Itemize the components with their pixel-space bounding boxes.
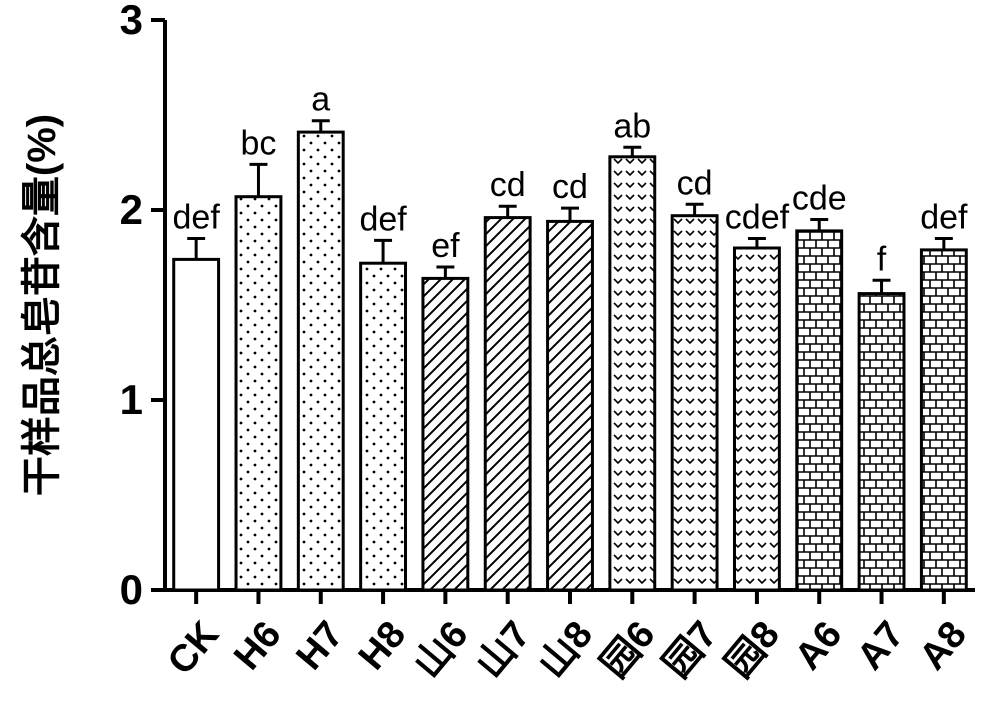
- significance-label: ef: [431, 227, 460, 265]
- bar: [921, 250, 966, 590]
- chart-container: 0 1 2 3 干样品总皂苷含量(%) def CK bc H6 a H7 def H8 ef 山6 cd 山7…: [0, 0, 1000, 708]
- bar: [797, 231, 842, 590]
- x-tick-label: H6: [226, 614, 289, 678]
- bar: [859, 294, 904, 590]
- bar: [548, 221, 593, 590]
- x-tick-label: A7: [849, 614, 912, 678]
- x-tick-label: 山6: [406, 614, 476, 686]
- x-tick-label: 园7: [656, 614, 726, 686]
- significance-label: cde: [792, 180, 847, 218]
- x-tick-label: 山7: [469, 614, 539, 686]
- significance-label: a: [311, 81, 330, 119]
- y-tick-label: 2: [120, 186, 143, 233]
- significance-label: def: [173, 199, 221, 237]
- y-tick-label: 0: [120, 566, 143, 613]
- significance-label: ab: [613, 107, 651, 145]
- bar: [174, 259, 219, 590]
- significance-label: cdef: [725, 199, 790, 237]
- x-tick-label: 园8: [718, 614, 788, 686]
- significance-label: bc: [241, 124, 277, 162]
- bar: [610, 157, 655, 590]
- bar: [672, 216, 717, 590]
- y-tick-label: 1: [120, 376, 143, 423]
- bar: [734, 248, 779, 590]
- x-tick-label: A6: [787, 614, 850, 678]
- significance-label: cd: [490, 166, 526, 204]
- x-tick-label: 山8: [531, 614, 601, 686]
- x-tick-label: H7: [288, 614, 351, 678]
- x-tick-label: A8: [912, 614, 975, 678]
- bar: [361, 263, 406, 590]
- bar: [485, 218, 530, 590]
- significance-label: f: [877, 240, 887, 278]
- significance-label: cd: [552, 168, 588, 206]
- y-tick-label: 3: [120, 0, 143, 43]
- x-tick-label: 园6: [593, 614, 663, 686]
- significance-label: def: [920, 199, 968, 237]
- x-tick-label: CK: [160, 613, 228, 682]
- y-axis-title: 干样品总皂苷含量(%): [20, 114, 64, 496]
- bar: [423, 278, 468, 590]
- bar: [236, 197, 281, 590]
- x-tick-label: H8: [351, 614, 414, 678]
- significance-label: def: [359, 200, 407, 238]
- significance-label: cd: [677, 164, 713, 202]
- bar-chart: 0 1 2 3 干样品总皂苷含量(%) def CK bc H6 a H7 def H8 ef 山6 cd 山7…: [0, 0, 1000, 708]
- bar: [298, 132, 343, 590]
